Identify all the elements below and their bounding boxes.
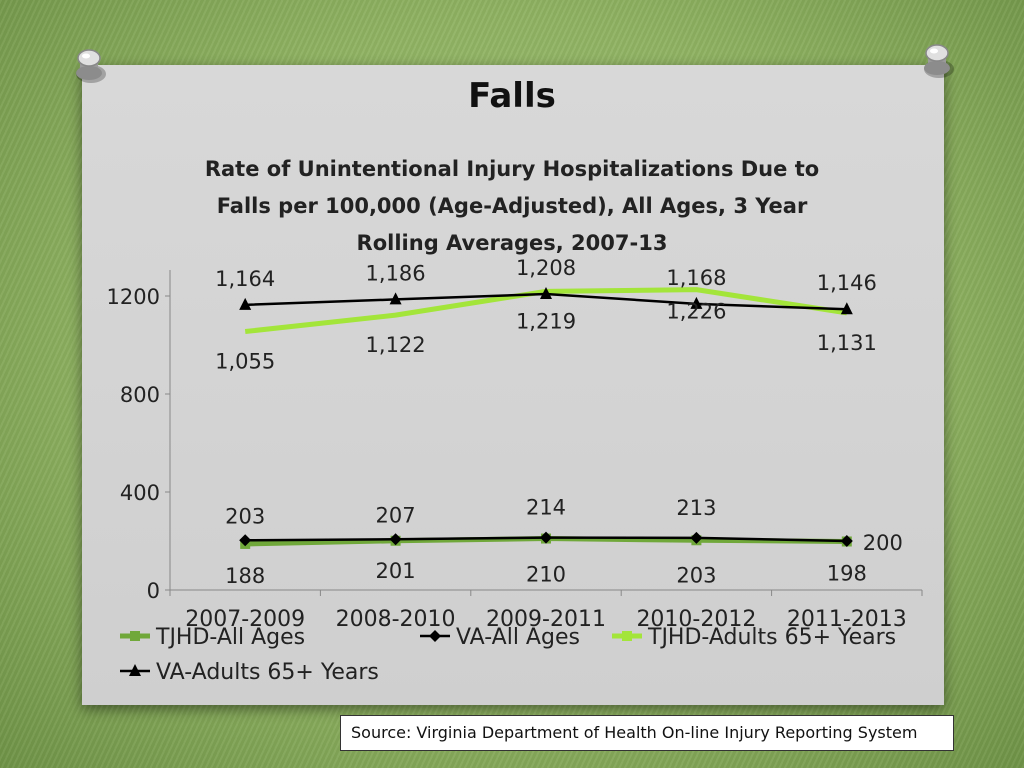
pushpin-right-icon — [924, 44, 954, 78]
y-tick-label: 400 — [120, 481, 160, 505]
data-label: 210 — [526, 563, 566, 587]
data-point — [540, 531, 552, 544]
legend-item: VA-All Ages — [420, 625, 580, 650]
data-label: 201 — [376, 559, 416, 583]
data-label: 1,186 — [366, 261, 426, 285]
data-point — [239, 534, 252, 547]
legend-label: VA-All Ages — [456, 625, 580, 650]
data-label: 198 — [827, 561, 867, 585]
legend-item: TJHD-Adults 65+ Years — [612, 625, 896, 650]
x-tick-label: 2008-2010 — [336, 607, 456, 632]
data-point — [840, 535, 853, 547]
data-label: 1,131 — [817, 331, 877, 355]
data-label: 1,168 — [666, 266, 726, 290]
legend-label: VA-Adults 65+ Years — [156, 660, 379, 685]
legend-swatch-marker — [622, 631, 632, 641]
data-point — [690, 296, 703, 309]
legend-item: TJHD-All Ages — [120, 625, 305, 650]
data-label: 200 — [863, 531, 903, 555]
data-point — [389, 292, 402, 305]
legend-swatch-marker — [130, 631, 140, 641]
x-tick-label: 2009-2011 — [486, 607, 606, 632]
data-point — [389, 533, 402, 546]
data-label: 203 — [225, 504, 265, 528]
legend-swatch-marker — [429, 630, 441, 642]
data-point — [540, 287, 552, 300]
chart-board — [82, 65, 944, 705]
x-tick-label: 2011-2013 — [787, 607, 907, 632]
data-label: 1,219 — [516, 309, 576, 333]
chart-title-line: Rate of Unintentional Injury Hospitaliza… — [205, 157, 819, 181]
y-tick-label: 800 — [120, 383, 160, 407]
slide-title: Falls — [468, 76, 556, 116]
data-point — [239, 297, 252, 310]
legend-swatch-marker — [129, 664, 141, 676]
data-label: 1,208 — [516, 256, 576, 280]
source-note: Source: Virginia Department of Health On… — [340, 715, 954, 751]
legend-item: VA-Adults 65+ Years — [120, 660, 379, 685]
data-label: 207 — [376, 503, 416, 527]
y-tick-label: 0 — [147, 579, 160, 603]
data-point — [690, 531, 703, 544]
x-tick-label: 2007-2009 — [185, 607, 305, 632]
x-tick-label: 2010-2012 — [636, 607, 756, 632]
data-label: 213 — [676, 496, 716, 520]
data-label: 188 — [225, 564, 265, 588]
data-label: 214 — [526, 496, 566, 520]
y-tick-label: 1200 — [107, 285, 160, 309]
data-label: 1,122 — [366, 333, 426, 357]
data-point — [840, 302, 853, 315]
data-label: 203 — [676, 563, 716, 587]
data-label: 1,055 — [215, 350, 275, 374]
data-label: 1,146 — [817, 271, 877, 295]
pushpin-left-icon — [76, 49, 106, 83]
chart-title-line: Rolling Averages, 2007-13 — [357, 231, 668, 255]
data-label: 1,226 — [666, 300, 726, 324]
data-label: 1,164 — [215, 267, 275, 291]
legend-label: TJHD-Adults 65+ Years — [647, 625, 896, 650]
legend-label: TJHD-All Ages — [155, 625, 305, 650]
chart-title-line: Falls per 100,000 (Age-Adjusted), All Ag… — [217, 194, 808, 218]
